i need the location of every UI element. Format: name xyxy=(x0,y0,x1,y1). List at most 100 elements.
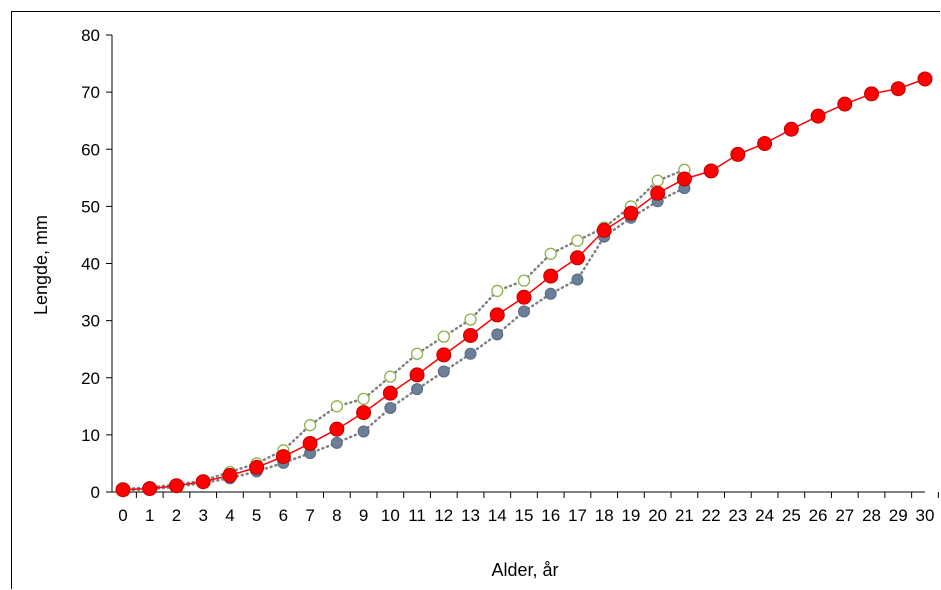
x-tick-label: 13 xyxy=(461,506,480,525)
x-tick-label: 1 xyxy=(145,506,154,525)
x-tick-label: 6 xyxy=(279,506,288,525)
data-point xyxy=(168,478,184,494)
data-point xyxy=(757,136,773,152)
data-point xyxy=(569,250,585,266)
x-tick-label: 29 xyxy=(889,506,908,525)
y-tick-label: 10 xyxy=(81,426,100,445)
data-point xyxy=(384,370,397,383)
data-point xyxy=(357,392,370,406)
x-tick-label: 14 xyxy=(488,506,507,525)
data-point xyxy=(651,174,664,187)
data-point xyxy=(411,383,424,396)
data-point xyxy=(329,421,345,437)
x-tick-label: 4 xyxy=(225,506,234,525)
x-tick-label: 17 xyxy=(568,506,587,525)
data-point xyxy=(275,449,291,465)
x-tick-label: 18 xyxy=(595,506,614,525)
data-point xyxy=(356,405,372,421)
data-point xyxy=(437,330,450,343)
data-point xyxy=(330,436,343,449)
data-point xyxy=(703,163,719,179)
y-tick-label: 20 xyxy=(81,369,100,388)
data-point xyxy=(864,86,880,102)
x-tick-label: 7 xyxy=(305,506,314,525)
x-tick-label: 20 xyxy=(648,506,667,525)
data-point xyxy=(491,328,504,341)
data-point xyxy=(464,347,477,360)
data-point xyxy=(516,289,532,305)
series-line xyxy=(121,186,686,492)
x-axis-title: Alder, år xyxy=(491,560,558,580)
data-point xyxy=(382,385,398,401)
series-layer xyxy=(115,71,933,498)
data-point xyxy=(543,268,559,284)
data-point xyxy=(489,307,505,323)
x-tick-label: 23 xyxy=(728,506,747,525)
x-tick-label: 8 xyxy=(332,506,341,525)
x-tick-label: 3 xyxy=(198,506,207,525)
data-point xyxy=(463,327,479,343)
x-tick-label: 26 xyxy=(809,506,828,525)
data-point xyxy=(890,81,906,97)
series-line xyxy=(121,168,686,491)
data-point xyxy=(115,482,131,498)
y-tick-label: 70 xyxy=(81,83,100,102)
data-point xyxy=(436,347,452,363)
y-tick-label: 0 xyxy=(91,483,100,502)
x-tick-label: 19 xyxy=(621,506,640,525)
data-point xyxy=(544,287,557,300)
x-tick-label: 9 xyxy=(359,506,368,525)
x-tick-label: 25 xyxy=(782,506,801,525)
x-tick-label: 27 xyxy=(835,506,854,525)
y-tick-label: 60 xyxy=(81,140,100,159)
data-point xyxy=(249,459,265,475)
data-point xyxy=(410,347,424,360)
chart-frame xyxy=(11,11,940,589)
data-point xyxy=(464,313,477,326)
data-point xyxy=(596,222,612,238)
x-tick-label: 30 xyxy=(916,506,935,525)
data-point xyxy=(142,481,158,497)
x-tick-label: 2 xyxy=(172,506,181,525)
data-point xyxy=(623,205,639,221)
data-point xyxy=(783,121,799,137)
data-point xyxy=(810,108,826,124)
data-point xyxy=(437,365,450,378)
y-tick-label: 50 xyxy=(81,197,100,216)
data-point xyxy=(303,419,317,432)
x-tick-label: 10 xyxy=(381,506,400,525)
x-tick-label: 24 xyxy=(755,506,774,525)
x-tick-label: 12 xyxy=(434,506,453,525)
data-point xyxy=(330,400,344,413)
data-point xyxy=(357,425,370,438)
data-point xyxy=(195,474,211,490)
x-tick-label: 5 xyxy=(252,506,261,525)
data-point xyxy=(518,305,530,318)
data-point xyxy=(650,185,666,201)
data-point xyxy=(384,402,397,415)
y-tick-label: 30 xyxy=(81,312,100,331)
data-point xyxy=(917,71,933,87)
data-point xyxy=(571,234,584,247)
x-tick-label: 15 xyxy=(515,506,534,525)
x-tick-label: 0 xyxy=(118,506,127,525)
y-tick-label: 80 xyxy=(81,26,100,45)
data-point xyxy=(517,274,531,287)
data-point xyxy=(730,146,746,162)
data-point xyxy=(302,435,318,451)
x-tick-label: 22 xyxy=(702,506,721,525)
data-point xyxy=(544,247,557,260)
y-tick-label: 40 xyxy=(81,255,100,274)
data-point xyxy=(409,367,425,383)
x-tick-label: 16 xyxy=(541,506,560,525)
data-point xyxy=(676,171,692,187)
y-axis-title: Lengde, mm xyxy=(31,215,51,315)
data-point xyxy=(491,284,504,298)
data-point xyxy=(222,467,238,483)
data-point xyxy=(571,273,584,286)
x-tick-label: 21 xyxy=(675,506,694,525)
data-point xyxy=(837,96,853,112)
x-tick-label: 28 xyxy=(862,506,881,525)
